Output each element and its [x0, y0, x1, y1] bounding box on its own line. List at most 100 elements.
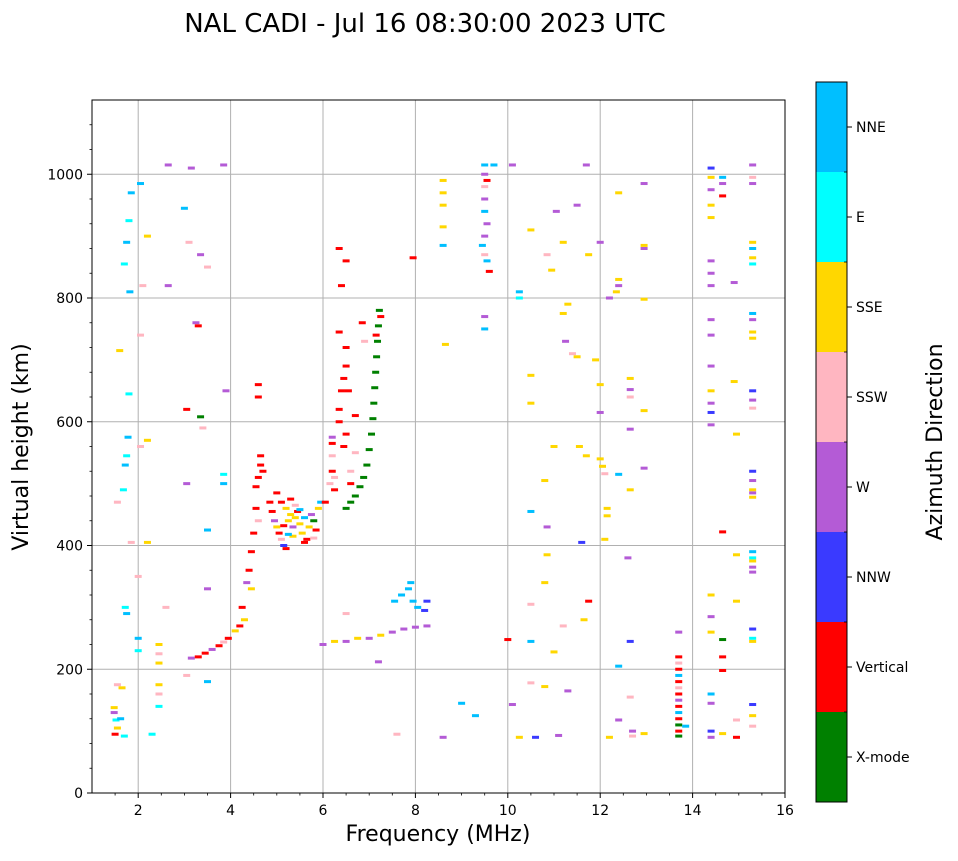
echo-point [204, 587, 211, 591]
echo-point [282, 547, 290, 551]
echo-point [164, 284, 172, 288]
echo-point [273, 525, 281, 529]
echo-point [204, 680, 211, 684]
echo-point [615, 284, 623, 288]
echo-point [615, 664, 623, 668]
echo-point [180, 206, 188, 210]
colorbar-segment [816, 532, 847, 622]
echo-point [183, 673, 191, 677]
echo-point [284, 519, 292, 523]
echo-point [615, 277, 623, 281]
echo-point [439, 225, 447, 229]
x-axis: 2 4 6 8 10 12 14 16 [114, 793, 794, 819]
echo-point [220, 163, 228, 167]
echo-point [573, 203, 581, 207]
echo-point [137, 182, 145, 186]
echo-point [508, 163, 516, 167]
echo-point [707, 593, 715, 597]
echo-point [675, 729, 683, 733]
echo-point [707, 175, 715, 179]
echo-point [310, 536, 318, 540]
echo-point [321, 500, 329, 504]
echo-point [707, 284, 715, 288]
echo-point [335, 330, 343, 334]
echo-point [335, 247, 343, 250]
echo-point [541, 581, 549, 585]
echo-point [365, 636, 373, 640]
echo-point [481, 234, 489, 238]
echo-point [515, 735, 523, 739]
echo-point [481, 253, 489, 257]
echo-point [127, 191, 135, 195]
echo-point [541, 479, 549, 483]
echo-point [707, 389, 715, 393]
echo-point [127, 540, 135, 544]
echo-point [675, 680, 683, 684]
echo-point [134, 636, 142, 640]
echo-point [555, 733, 563, 737]
echo-point [250, 531, 258, 535]
echo-point [363, 463, 371, 467]
echo-point [344, 389, 352, 393]
echo-point [527, 373, 535, 377]
echo-point [675, 734, 683, 738]
echo-point [675, 661, 683, 665]
echo-point [289, 534, 297, 538]
colorbar-tick-label: NNW [856, 570, 891, 586]
echo-point [372, 333, 380, 337]
echo-point [373, 355, 381, 359]
echo-point [273, 491, 281, 495]
echo-point [277, 500, 285, 504]
echo-point [328, 441, 336, 445]
echo-point [111, 732, 119, 736]
echo-point [123, 612, 131, 616]
echo-point [254, 383, 262, 387]
echo-point [596, 410, 604, 414]
echo-point [626, 695, 634, 699]
echo-point [194, 655, 202, 659]
echo-point [238, 605, 246, 609]
echo-point [719, 638, 727, 642]
echo-point [732, 553, 740, 557]
echo-point [458, 701, 466, 705]
echo-point [707, 615, 715, 619]
echo-point [113, 500, 121, 504]
echo-point [252, 485, 260, 489]
echo-point [601, 537, 609, 541]
echo-point [481, 163, 489, 167]
echo-point [527, 639, 535, 643]
echo-point [624, 556, 632, 560]
echo-point [605, 735, 613, 739]
echo-point [270, 519, 278, 523]
echo-point [749, 559, 757, 563]
echo-point [640, 297, 648, 301]
echo-point [471, 714, 479, 718]
echo-point [749, 336, 757, 340]
echo-point [749, 182, 757, 186]
echo-point [371, 386, 379, 390]
echo-point [675, 630, 683, 634]
echo-point [719, 732, 727, 736]
echo-point [377, 633, 385, 637]
echo-point [331, 475, 339, 479]
echo-point [601, 472, 609, 476]
echo-point [675, 673, 683, 677]
y-axis: 0 200 400 600 800 1000 [47, 124, 92, 802]
echo-point [123, 454, 131, 458]
echo-point [527, 509, 535, 513]
echo-point [675, 723, 683, 727]
echo-point [481, 197, 489, 201]
echo-point [310, 519, 318, 523]
echo-point [508, 703, 516, 707]
echo-point [732, 735, 740, 739]
echo-point [375, 308, 383, 312]
echo-point [749, 565, 757, 569]
y-tick-label: 1000 [47, 167, 83, 183]
echo-point [266, 500, 274, 504]
echo-point [580, 618, 588, 622]
x-tick-label: 12 [591, 803, 609, 819]
echo-point [707, 410, 715, 414]
echo-point [243, 581, 251, 585]
echo-point [675, 655, 683, 659]
echo-point [328, 469, 336, 473]
